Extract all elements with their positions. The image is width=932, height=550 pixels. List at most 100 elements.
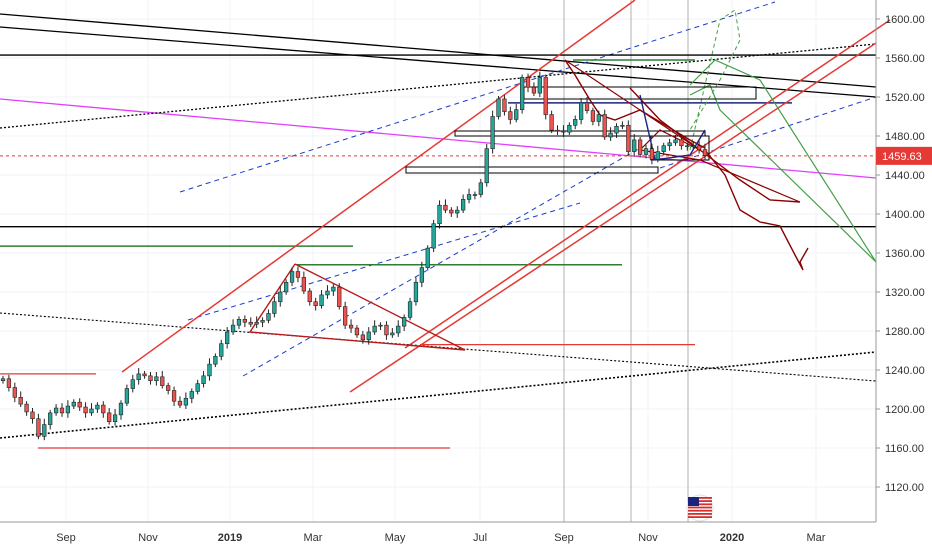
flag-stripe <box>688 513 712 515</box>
chart-grid <box>0 0 876 522</box>
last-price-tag: 1459.63 <box>876 146 932 165</box>
candle-body <box>307 290 312 303</box>
candle-body <box>95 404 100 410</box>
candle-body <box>461 199 466 211</box>
candle-body <box>496 98 501 117</box>
candle-body <box>154 376 159 382</box>
price-tick-label: 1600.00 <box>885 14 925 26</box>
price-tick-label: 1320.00 <box>885 287 925 299</box>
price-tick-label: 1560.00 <box>885 53 925 65</box>
price-axis[interactable]: 1600.00 1560.00 1520.00 1480.00 1440.00 1400.… <box>875 0 925 522</box>
candle-body <box>313 301 318 306</box>
trend-line-dotted <box>0 43 877 129</box>
candle-body <box>65 405 71 414</box>
flag-stripe <box>688 503 712 506</box>
candle-body <box>573 119 578 126</box>
candle-body <box>42 424 47 437</box>
price-tick-label: 1400.00 <box>885 209 925 221</box>
time-tick-label: Mar <box>807 532 826 544</box>
candle-body <box>667 142 672 147</box>
candle-body <box>242 318 247 323</box>
time-tick-label: Nov <box>138 532 158 544</box>
candle-body <box>272 301 277 314</box>
candle-body <box>402 317 407 327</box>
candle-body <box>578 102 584 120</box>
candle-body <box>166 385 171 391</box>
candle-body <box>696 145 702 150</box>
candle-body <box>514 109 519 120</box>
candle-body <box>413 281 419 303</box>
candle-body <box>48 412 53 425</box>
candle-body <box>449 209 454 214</box>
candle-body <box>236 318 242 326</box>
candle-body <box>354 327 360 336</box>
candle-body <box>691 145 696 148</box>
flag-stripe <box>688 500 712 502</box>
candle-body <box>596 114 601 122</box>
candle-body <box>360 334 365 341</box>
triangle-pattern <box>248 263 466 351</box>
range-box <box>405 166 659 174</box>
candle-body <box>337 286 342 307</box>
time-axis[interactable]: Sep Nov 2019 Mar May Jul Sep Nov 2020 Mar <box>0 521 876 544</box>
candle-body <box>325 290 330 296</box>
candle-body <box>30 411 35 420</box>
flag-stripe <box>688 509 712 512</box>
candle-body <box>531 86 537 94</box>
candle-body <box>53 407 59 414</box>
candle-body <box>425 247 430 268</box>
time-tick-label: Jul <box>473 532 487 544</box>
candle-body <box>502 98 507 112</box>
trend-line-blue-dashed <box>187 202 581 321</box>
candle-body <box>685 145 690 148</box>
price-tick-label: 1480.00 <box>885 131 925 143</box>
price-tick-label: 1120.00 <box>885 482 924 494</box>
time-tick-label: Mar <box>304 532 323 544</box>
candle-body <box>567 124 572 133</box>
candle-body <box>289 271 295 283</box>
candle-body <box>384 324 389 336</box>
candle-body <box>702 149 708 156</box>
wedge-line <box>629 87 801 203</box>
price-tick-label: 1240.00 <box>885 365 925 377</box>
last-price-label: 1459.63 <box>882 151 922 163</box>
candle-body <box>101 404 106 414</box>
projection-curve <box>704 149 809 271</box>
candle-body <box>390 332 395 336</box>
candle-body <box>484 148 489 184</box>
candle-body <box>77 401 82 408</box>
candle-body <box>555 129 560 132</box>
range-box <box>454 130 706 137</box>
candle-body <box>230 324 236 333</box>
candle-body <box>508 111 513 120</box>
candle-body <box>183 397 189 406</box>
trend-line-black <box>0 26 877 98</box>
candle-body <box>466 194 472 200</box>
us-flag-event-icon[interactable] <box>686 494 714 522</box>
candle-body <box>626 124 631 152</box>
candle-body <box>649 148 655 160</box>
candle-body <box>372 325 377 333</box>
candle-body <box>490 116 495 149</box>
candle-body <box>225 331 230 344</box>
candle-body <box>248 321 253 325</box>
candle-body <box>643 148 649 155</box>
trend-line-black <box>0 13 877 88</box>
candle-body <box>637 139 643 155</box>
candle-body <box>632 139 637 152</box>
chart-drawings <box>0 0 891 522</box>
price-tick-label: 1440.00 <box>885 170 925 182</box>
candle-body <box>148 375 153 382</box>
candle-body <box>549 114 554 131</box>
trend-line-dotted <box>0 312 877 382</box>
candle-body <box>201 375 206 384</box>
candle-body <box>36 418 41 437</box>
candle-body <box>189 391 194 399</box>
candle-body <box>614 125 619 134</box>
candle-body <box>266 313 271 321</box>
candle-body <box>419 267 424 283</box>
candle-body <box>301 277 306 292</box>
candle-body <box>608 132 613 138</box>
candle-body <box>343 306 348 326</box>
